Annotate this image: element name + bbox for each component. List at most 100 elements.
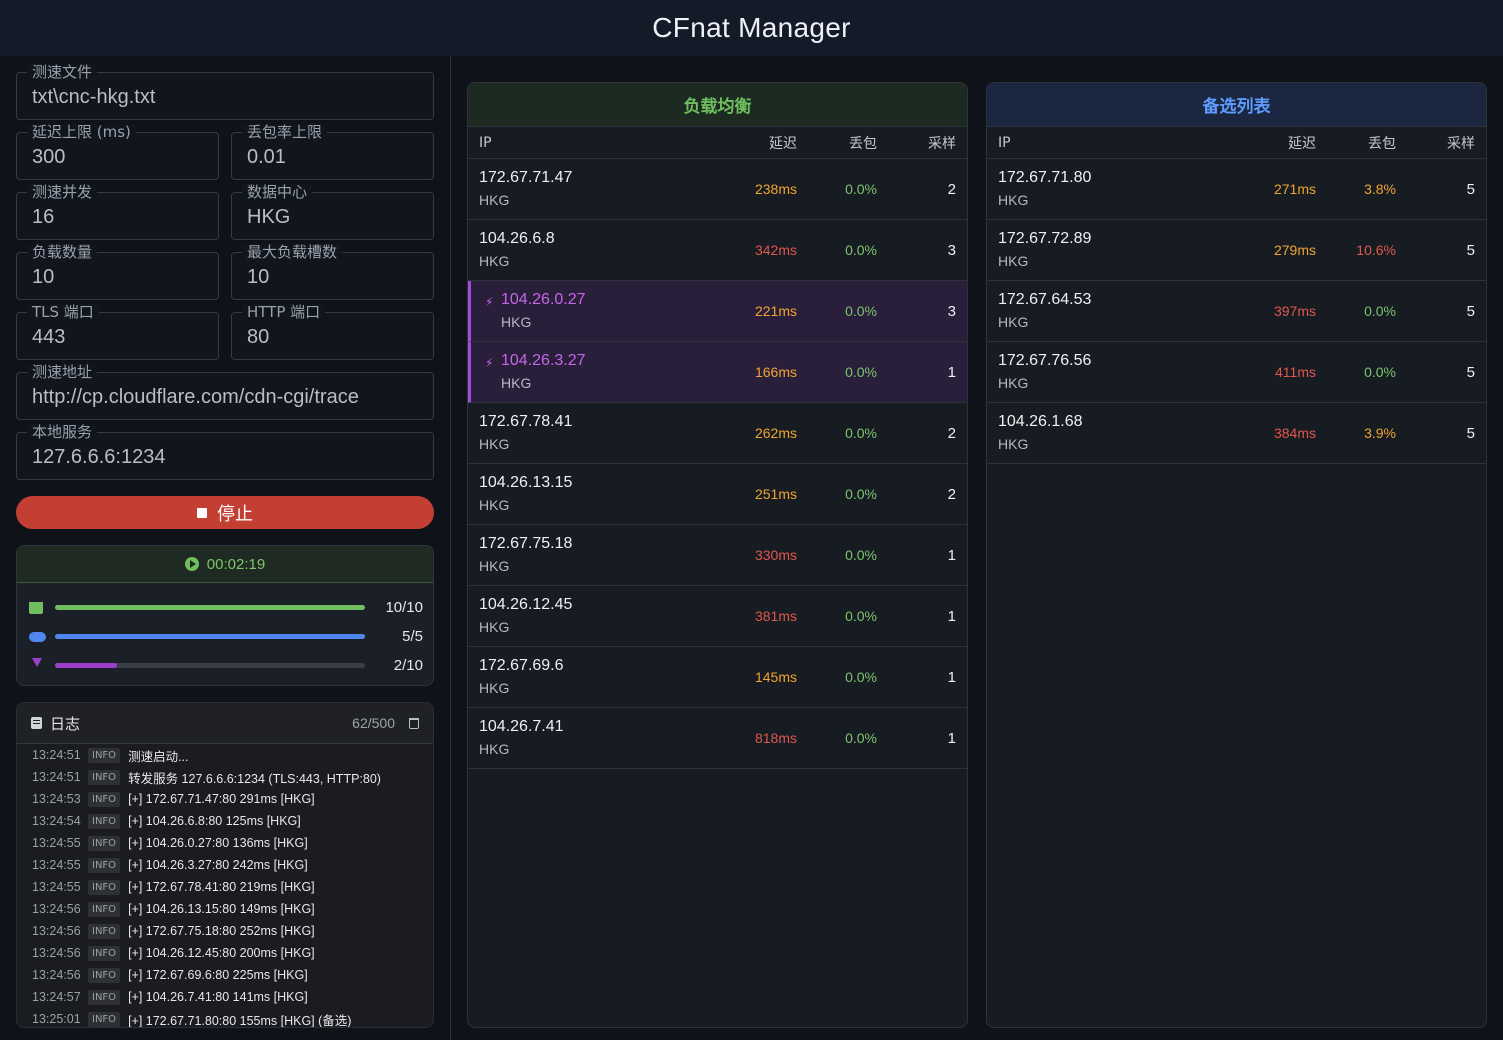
row-samples: 3	[947, 303, 956, 320]
progress-count: 10/10	[385, 598, 423, 616]
row-datacenter: HKG	[479, 741, 510, 757]
concurrency-field[interactable]: 测速并发 16	[16, 184, 219, 240]
log-message: [+] 172.67.69.6:80 225ms [HKG]	[128, 968, 308, 982]
log-level-badge: INFO	[88, 813, 121, 829]
table-row[interactable]: 104.26.6.8 HKG 342ms 0.0% 3	[468, 220, 967, 281]
progress-track	[55, 633, 365, 639]
row-latency: 384ms	[1273, 425, 1316, 441]
log-message: [+] 104.26.7.41:80 141ms [HKG]	[128, 990, 308, 1004]
table-row[interactable]: ⚡ 104.26.0.27 HKG 221ms 0.0% 3	[468, 281, 967, 342]
progress-count: 5/5	[402, 627, 423, 645]
row-loss: 0.0%	[845, 547, 877, 563]
load-balance-title: 负载均衡	[468, 83, 967, 126]
col-loss: 丢包	[849, 135, 877, 152]
log-level-badge: INFO	[88, 857, 121, 873]
progress-row: 5/5	[29, 626, 423, 646]
row-latency: 145ms	[754, 669, 797, 685]
lightning-icon: ⚡	[485, 295, 494, 309]
log-level-badge: INFO	[88, 791, 121, 807]
log-message: [+] 172.67.75.18:80 252ms [HKG]	[128, 924, 315, 938]
row-latency: 238ms	[754, 181, 797, 197]
table-row[interactable]: 172.67.75.18 HKG 330ms 0.0% 1	[468, 525, 967, 586]
table-row[interactable]: 172.67.64.53 HKG 397ms 0.0% 5	[987, 281, 1486, 342]
row-datacenter: HKG	[501, 375, 532, 391]
row-ip: 172.67.71.80	[998, 169, 1092, 186]
table-row[interactable]: 172.67.76.56 HKG 411ms 0.0% 5	[987, 342, 1486, 403]
log-message: [+] 104.26.13.15:80 149ms [HKG]	[128, 902, 315, 916]
field-value: 16	[32, 206, 55, 228]
row-datacenter: HKG	[501, 314, 532, 330]
log-line: 13:24:53 INFO [+] 172.67.71.47:80 291ms [H…	[17, 788, 433, 810]
table-row[interactable]: 172.67.72.89 HKG 279ms 10.6% 5	[987, 220, 1486, 281]
progress-row: 2/10	[29, 655, 423, 675]
divider	[450, 56, 451, 1040]
row-datacenter: HKG	[479, 619, 510, 635]
row-latency: 397ms	[1273, 303, 1316, 319]
row-samples: 2	[947, 181, 956, 198]
stop-button-label: 停止	[217, 503, 253, 525]
field-value: 443	[32, 326, 66, 348]
lb-count-field[interactable]: 负载数量 10	[16, 244, 219, 300]
field-label: 测速文件	[27, 64, 98, 81]
log-message: [+] 172.67.71.80:80 155ms [HKG] (备选)	[128, 1013, 352, 1028]
row-ip: 104.26.3.27	[501, 352, 586, 369]
row-datacenter: HKG	[479, 192, 510, 208]
status-card: 00:02:19 10/10 5/5 2/10	[16, 545, 434, 686]
log-message: [+] 104.26.6.8:80 125ms [HKG]	[128, 814, 301, 828]
log-line: 13:24:56 INFO [+] 104.26.12.45:80 200ms [H…	[17, 942, 433, 964]
app-title: CFnat Manager	[652, 12, 851, 43]
row-loss: 0.0%	[1364, 364, 1396, 380]
row-datacenter: HKG	[998, 253, 1029, 269]
row-samples: 2	[947, 486, 956, 503]
datacenter-field[interactable]: 数据中心 HKG	[231, 184, 434, 240]
table-row[interactable]: 172.67.71.47 HKG 238ms 0.0% 2	[468, 159, 967, 220]
row-loss: 0.0%	[845, 669, 877, 685]
log-level-badge: INFO	[88, 901, 121, 917]
field-label: 延迟上限 (ms)	[27, 124, 136, 141]
row-samples: 3	[947, 242, 956, 259]
row-datacenter: HKG	[998, 192, 1029, 208]
table-row[interactable]: 172.67.69.6 HKG 145ms 0.0% 1	[468, 647, 967, 708]
log-level-badge: INFO	[88, 1011, 121, 1027]
speedtest-file-field[interactable]: 测速文件 txt\cnc-hkg.txt	[16, 64, 434, 120]
latency-limit-field[interactable]: 延迟上限 (ms) 300	[16, 124, 219, 180]
row-samples: 1	[947, 730, 956, 747]
log-time: 13:24:56	[32, 968, 81, 982]
table-row[interactable]: 104.26.1.68 HKG 384ms 3.9% 5	[987, 403, 1486, 464]
cloud-upload-icon	[29, 632, 46, 642]
http-port-field[interactable]: HTTP 端口 80	[231, 304, 434, 360]
row-samples: 5	[1466, 181, 1475, 198]
table-row[interactable]: 104.26.7.41 HKG 818ms 0.0% 1	[468, 708, 967, 769]
row-ip: 172.67.76.56	[998, 352, 1092, 369]
log-message: [+] 104.26.3.27:80 242ms [HKG]	[128, 858, 308, 872]
trash-icon[interactable]	[409, 717, 419, 729]
row-latency: 221ms	[754, 303, 797, 319]
row-samples: 1	[947, 547, 956, 564]
row-loss: 0.0%	[845, 425, 877, 441]
log-list[interactable]: 13:24:51 INFO 测速启动... 13:24:51 INFO 转发服务 127.…	[17, 744, 433, 1028]
title-bar: CFnat Manager	[0, 0, 1503, 56]
row-ip: 172.67.69.6	[479, 657, 564, 674]
speedtest-url-field[interactable]: 测速地址 http://cp.cloudflare.com/cdn-cgi/tr…	[16, 364, 434, 420]
log-line: 13:25:01 INFO [+] 172.67.71.80:80 155ms [H…	[17, 1008, 433, 1028]
row-latency: 166ms	[754, 364, 797, 380]
row-ip: 172.67.78.41	[479, 413, 573, 430]
tls-port-field[interactable]: TLS 端口 443	[16, 304, 219, 360]
pin-icon	[32, 658, 42, 672]
table-row[interactable]: 172.67.78.41 HKG 262ms 0.0% 2	[468, 403, 967, 464]
row-latency: 330ms	[754, 547, 797, 563]
table-row[interactable]: ⚡ 104.26.3.27 HKG 166ms 0.0% 1	[468, 342, 967, 403]
log-message: [+] 104.26.12.45:80 200ms [HKG]	[128, 946, 315, 960]
load-balance-panel: 负载均衡 IP 延迟 丢包 采样 172.67.71.47 HKG 238ms 0.0…	[467, 82, 968, 1028]
log-line: 13:24:51 INFO 测速启动...	[17, 744, 433, 766]
loss-limit-field[interactable]: 丢包率上限 0.01	[231, 124, 434, 180]
table-row[interactable]: 172.67.71.80 HKG 271ms 3.8% 5	[987, 159, 1486, 220]
table-row[interactable]: 104.26.13.15 HKG 251ms 0.0% 2	[468, 464, 967, 525]
stop-button[interactable]: 停止	[16, 496, 434, 529]
field-label: 最大负载槽数	[242, 244, 343, 261]
row-samples: 5	[1466, 242, 1475, 259]
backup-title: 备选列表	[987, 83, 1486, 126]
table-row[interactable]: 104.26.12.45 HKG 381ms 0.0% 1	[468, 586, 967, 647]
local-service-field[interactable]: 本地服务 127.6.6.6:1234	[16, 424, 434, 480]
max-slots-field[interactable]: 最大负载槽数 10	[231, 244, 434, 300]
